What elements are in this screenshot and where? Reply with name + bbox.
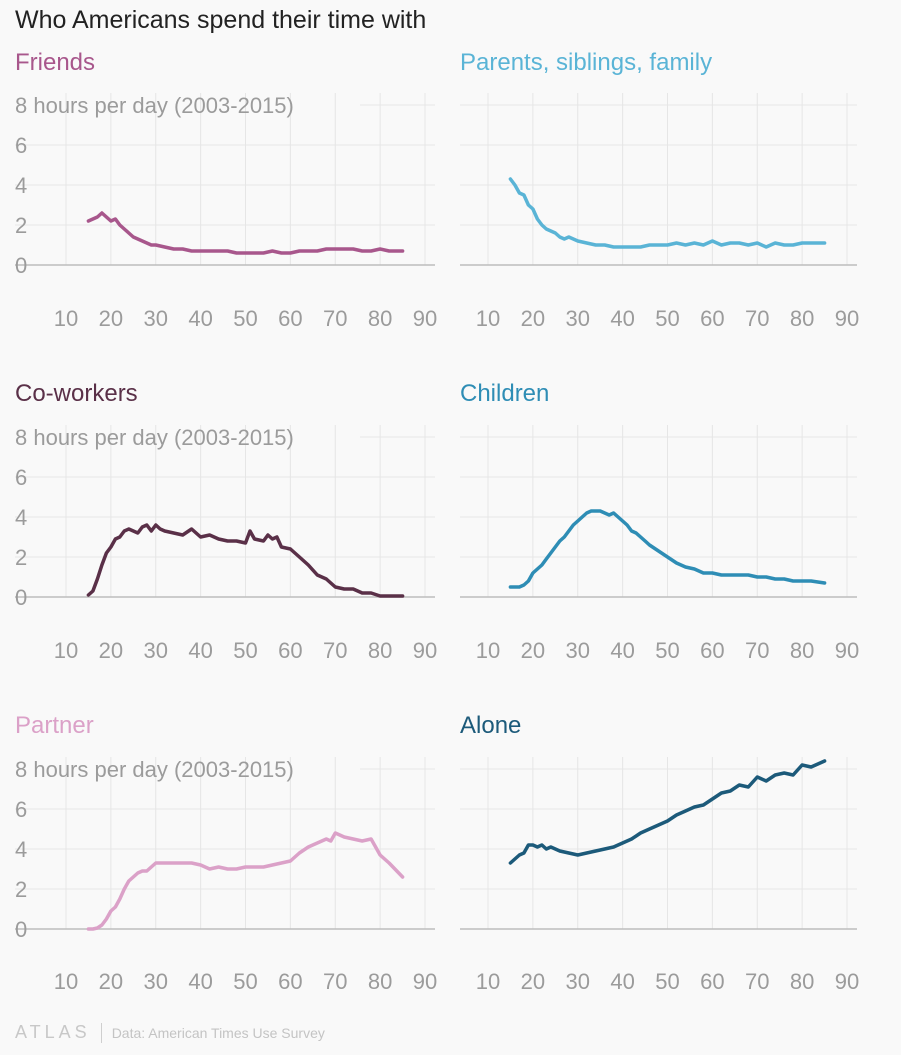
panel-title: Alone <box>460 712 521 739</box>
x-tick-label: 60 <box>700 969 724 994</box>
series-line-children <box>508 509 827 589</box>
y-tick-label: 8 hours per day (2003-2015) <box>15 425 294 450</box>
x-tick-label: 10 <box>476 306 500 331</box>
x-tick-label: 60 <box>278 969 302 994</box>
x-tick-label: 30 <box>566 638 590 663</box>
x-tick-label: 70 <box>323 638 347 663</box>
series-line-friends <box>86 211 405 255</box>
x-tick-label: 20 <box>99 638 123 663</box>
footer-divider <box>100 1022 102 1043</box>
x-tick-label: 40 <box>188 306 212 331</box>
chart-title: Who Americans spend their time with <box>15 6 427 34</box>
x-tick-label: 40 <box>610 638 634 663</box>
x-tick-label: 70 <box>323 969 347 994</box>
y-tick-label: 4 <box>15 837 27 862</box>
panel-alone: 10 20 30 40 50 60 70 80 90 Alone <box>460 712 859 994</box>
x-tick-label: 60 <box>278 638 302 663</box>
x-tick-label: 90 <box>835 306 859 331</box>
series-line-partner <box>86 831 405 931</box>
x-tick-label: 70 <box>745 638 769 663</box>
y-tick-label: 2 <box>15 213 27 238</box>
x-tick-label: 80 <box>790 306 814 331</box>
panel-title: Friends <box>15 49 95 76</box>
x-tick-label: 40 <box>610 969 634 994</box>
panel-title: Co-workers <box>15 380 138 407</box>
brand-logo: ATLAS <box>15 1022 91 1042</box>
x-tick-label: 60 <box>700 306 724 331</box>
x-tick-label: 30 <box>566 306 590 331</box>
x-tick-label: 20 <box>521 306 545 331</box>
y-tick-label: 0 <box>15 917 27 942</box>
x-tick-label: 70 <box>745 306 769 331</box>
x-tick-label: 50 <box>655 969 679 994</box>
x-tick-label: 50 <box>233 969 257 994</box>
y-tick-label: 6 <box>15 133 27 158</box>
source-note: Data: American Times Use Survey <box>111 1024 325 1041</box>
panel-title: Children <box>460 380 549 407</box>
x-tick-label: 40 <box>188 638 212 663</box>
x-tick-label: 60 <box>700 638 724 663</box>
x-tick-label: 10 <box>54 969 78 994</box>
x-tick-label: 10 <box>54 306 78 331</box>
y-tick-label: 8 hours per day (2003-2015) <box>15 93 294 118</box>
series-line-alone <box>508 759 827 865</box>
x-tick-label: 10 <box>476 969 500 994</box>
y-tick-label: 2 <box>15 877 27 902</box>
x-tick-label: 10 <box>476 638 500 663</box>
series-line-parents-siblings-family <box>508 177 827 249</box>
x-tick-label: 50 <box>233 638 257 663</box>
x-tick-label: 90 <box>835 969 859 994</box>
x-tick-label: 70 <box>745 969 769 994</box>
x-tick-label: 80 <box>790 638 814 663</box>
x-tick-label: 20 <box>99 306 123 331</box>
series-line-co-workers <box>86 523 405 598</box>
x-tick-label: 90 <box>413 306 437 331</box>
x-tick-label: 60 <box>278 306 302 331</box>
x-tick-label: 40 <box>610 306 634 331</box>
panel-title: Parents, siblings, family <box>460 49 712 76</box>
y-tick-label: 6 <box>15 797 27 822</box>
y-tick-label: 6 <box>15 465 27 490</box>
x-tick-label: 50 <box>655 306 679 331</box>
x-tick-label: 90 <box>413 969 437 994</box>
y-tick-label: 0 <box>15 253 27 278</box>
x-tick-label: 40 <box>188 969 212 994</box>
y-tick-label: 4 <box>15 505 27 530</box>
x-tick-label: 70 <box>323 306 347 331</box>
x-tick-label: 20 <box>521 638 545 663</box>
panel-children: 10 20 30 40 50 60 70 80 90 Children <box>460 380 859 663</box>
y-tick-label: 8 hours per day (2003-2015) <box>15 757 294 782</box>
x-tick-label: 90 <box>413 638 437 663</box>
x-tick-label: 50 <box>655 638 679 663</box>
x-tick-label: 30 <box>144 969 168 994</box>
x-tick-label: 50 <box>233 306 257 331</box>
y-tick-label: 2 <box>15 545 27 570</box>
panel-parents-siblings-family: 10 20 30 40 50 60 70 80 90 Parents, siblings, fam… <box>460 49 859 331</box>
footer: ATLAS Data: American Times Use Survey <box>15 1022 325 1043</box>
y-tick-label: 4 <box>15 173 27 198</box>
x-tick-label: 80 <box>368 638 392 663</box>
x-tick-label: 80 <box>368 306 392 331</box>
x-tick-label: 90 <box>835 638 859 663</box>
panel-title: Partner <box>15 712 94 739</box>
x-tick-label: 20 <box>99 969 123 994</box>
x-tick-label: 30 <box>144 638 168 663</box>
x-tick-label: 80 <box>790 969 814 994</box>
x-tick-label: 20 <box>521 969 545 994</box>
x-tick-label: 30 <box>566 969 590 994</box>
y-tick-label: 0 <box>15 585 27 610</box>
x-tick-label: 10 <box>54 638 78 663</box>
x-tick-label: 30 <box>144 306 168 331</box>
x-tick-label: 80 <box>368 969 392 994</box>
